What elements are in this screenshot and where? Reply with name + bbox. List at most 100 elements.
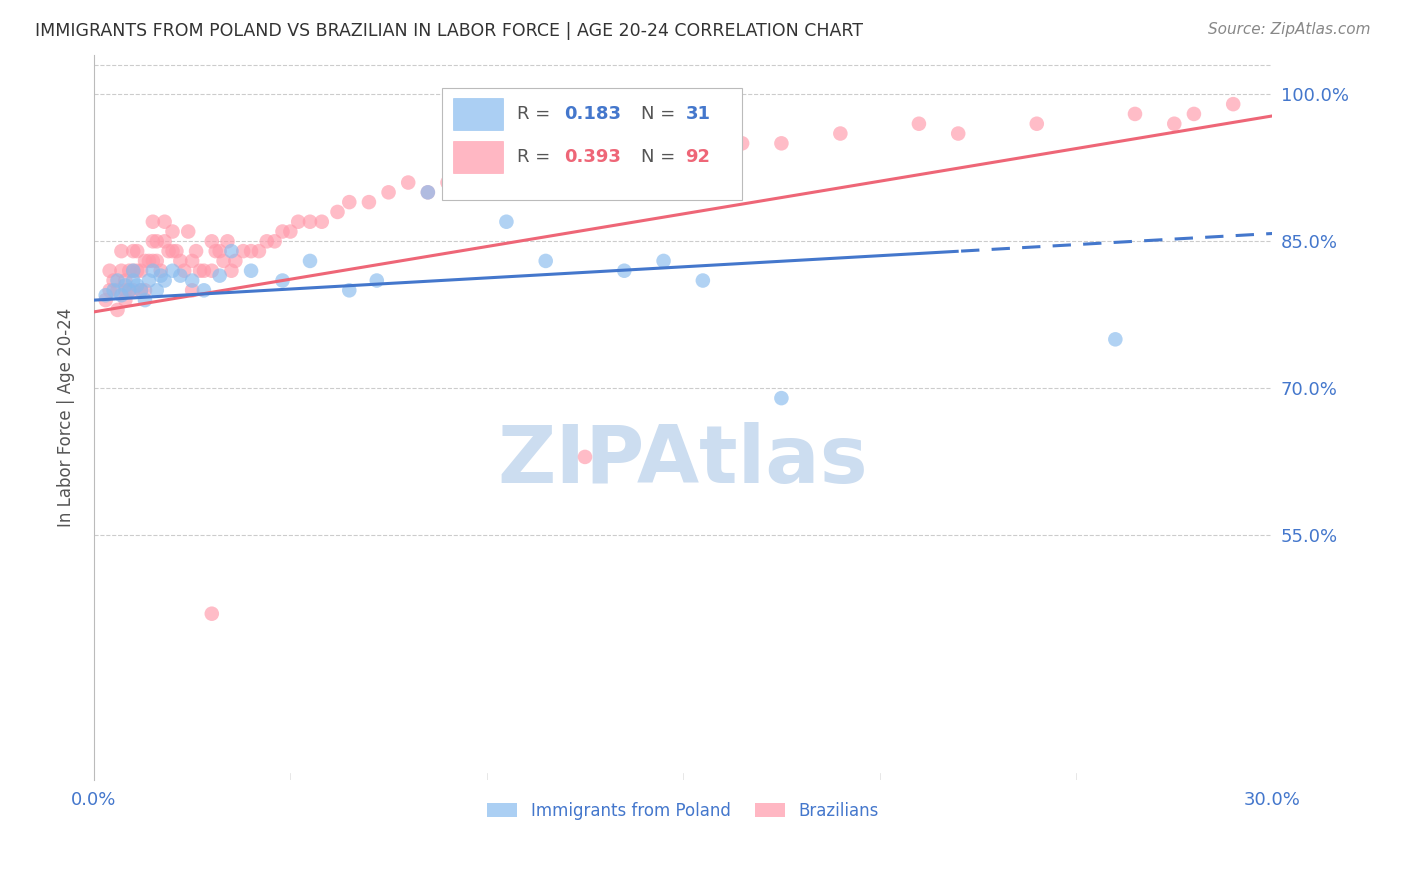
Brazilians (396, 176, 419, 190)
Brazilians (1182, 107, 1205, 121)
Brazilians (127, 264, 149, 278)
Immigrants from Poland (337, 283, 360, 297)
Brazilians (475, 166, 498, 180)
Brazilians (114, 293, 136, 307)
Brazilians (948, 127, 970, 141)
Text: 0.183: 0.183 (564, 105, 621, 123)
Immigrants from Poland (138, 273, 160, 287)
Brazilians (153, 235, 176, 249)
Brazilians (94, 293, 117, 307)
Brazilians (184, 244, 207, 259)
Brazilians (326, 205, 349, 219)
Text: 31: 31 (686, 105, 710, 123)
Immigrants from Poland (162, 264, 184, 278)
Brazilians (157, 244, 180, 259)
Brazilians (240, 244, 263, 259)
Brazilians (169, 254, 191, 268)
Immigrants from Poland (271, 273, 294, 287)
Immigrants from Poland (127, 278, 149, 293)
Text: 92: 92 (686, 148, 710, 167)
Brazilians (103, 273, 125, 287)
Brazilians (146, 254, 169, 268)
Text: N =: N = (641, 105, 681, 123)
Brazilians (224, 254, 246, 268)
Brazilians (731, 136, 754, 151)
Immigrants from Poland (153, 273, 176, 287)
Brazilians (142, 215, 165, 229)
Brazilians (146, 235, 169, 249)
Immigrants from Poland (298, 254, 321, 268)
Immigrants from Poland (1104, 332, 1126, 346)
Brazilians (672, 146, 695, 161)
Brazilians (173, 264, 195, 278)
Immigrants from Poland (94, 288, 117, 302)
Brazilians (830, 127, 852, 141)
Brazilians (377, 186, 399, 200)
Brazilians (129, 283, 152, 297)
Y-axis label: In Labor Force | Age 20-24: In Labor Force | Age 20-24 (58, 308, 75, 527)
Immigrants from Poland (169, 268, 191, 283)
Brazilians (98, 264, 121, 278)
Text: Source: ZipAtlas.com: Source: ZipAtlas.com (1208, 22, 1371, 37)
Brazilians (287, 215, 309, 229)
Brazilians (217, 235, 239, 249)
Brazilians (181, 254, 204, 268)
Brazilians (1123, 107, 1146, 121)
Immigrants from Poland (416, 186, 439, 200)
Text: ZIPAtlas: ZIPAtlas (498, 422, 869, 500)
Brazilians (770, 136, 793, 151)
Immigrants from Poland (134, 293, 156, 307)
Brazilians (515, 166, 537, 180)
Text: IMMIGRANTS FROM POLAND VS BRAZILIAN IN LABOR FORCE | AGE 20-24 CORRELATION CHART: IMMIGRANTS FROM POLAND VS BRAZILIAN IN L… (35, 22, 863, 40)
Brazilians (204, 244, 226, 259)
Brazilians (263, 235, 285, 249)
Brazilians (107, 302, 129, 317)
Brazilians (142, 235, 165, 249)
Brazilians (114, 273, 136, 287)
Brazilians (181, 283, 204, 297)
Immigrants from Poland (142, 264, 165, 278)
FancyBboxPatch shape (441, 87, 742, 200)
Brazilians (633, 146, 655, 161)
Brazilians (110, 244, 132, 259)
Immigrants from Poland (495, 215, 517, 229)
Immigrants from Poland (534, 254, 557, 268)
Brazilians (138, 254, 160, 268)
Immigrants from Poland (240, 264, 263, 278)
Brazilians (114, 283, 136, 297)
Immigrants from Poland (193, 283, 215, 297)
Brazilians (98, 283, 121, 297)
Brazilians (271, 225, 294, 239)
Brazilians (416, 186, 439, 200)
Brazilians (554, 156, 576, 170)
Brazilians (908, 117, 931, 131)
Immigrants from Poland (107, 273, 129, 287)
Immigrants from Poland (770, 391, 793, 405)
Brazilians (221, 264, 243, 278)
Brazilians (142, 254, 165, 268)
Brazilians (212, 254, 235, 268)
Immigrants from Poland (122, 264, 145, 278)
Brazilians (153, 215, 176, 229)
Brazilians (208, 244, 231, 259)
Brazilians (193, 264, 215, 278)
Text: R =: R = (517, 148, 555, 167)
Brazilians (436, 176, 458, 190)
Immigrants from Poland (366, 273, 388, 287)
FancyBboxPatch shape (453, 142, 503, 173)
Brazilians (162, 225, 184, 239)
Immigrants from Poland (118, 283, 141, 297)
Brazilians (1163, 117, 1185, 131)
Immigrants from Poland (110, 288, 132, 302)
Legend: Immigrants from Poland, Brazilians: Immigrants from Poland, Brazilians (481, 795, 886, 826)
Immigrants from Poland (114, 278, 136, 293)
Immigrants from Poland (146, 283, 169, 297)
Brazilians (247, 244, 270, 259)
Brazilians (574, 450, 596, 464)
Text: N =: N = (641, 148, 681, 167)
Immigrants from Poland (652, 254, 675, 268)
Brazilians (110, 264, 132, 278)
Brazilians (256, 235, 278, 249)
Text: R =: R = (517, 105, 555, 123)
Brazilians (134, 283, 156, 297)
